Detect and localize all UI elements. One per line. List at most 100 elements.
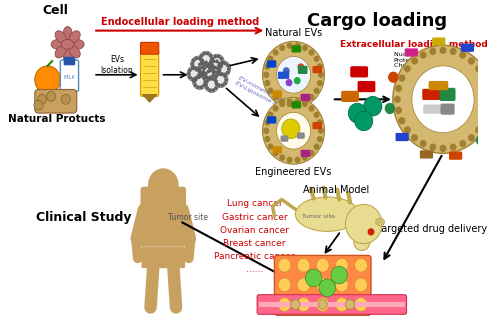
Circle shape xyxy=(194,84,196,86)
FancyBboxPatch shape xyxy=(278,72,288,78)
Circle shape xyxy=(224,75,226,77)
Polygon shape xyxy=(142,94,157,102)
Circle shape xyxy=(265,137,270,141)
Circle shape xyxy=(200,54,203,57)
Circle shape xyxy=(294,78,300,84)
Circle shape xyxy=(286,80,292,86)
Circle shape xyxy=(280,101,284,106)
Circle shape xyxy=(200,62,203,64)
FancyBboxPatch shape xyxy=(342,91,358,101)
Circle shape xyxy=(203,84,205,86)
Circle shape xyxy=(318,299,328,309)
Circle shape xyxy=(276,112,310,149)
Circle shape xyxy=(188,73,190,75)
Circle shape xyxy=(34,100,43,110)
Circle shape xyxy=(291,299,300,309)
Circle shape xyxy=(295,43,300,48)
Circle shape xyxy=(404,127,410,133)
Circle shape xyxy=(195,57,198,60)
Circle shape xyxy=(220,62,223,64)
Circle shape xyxy=(214,79,216,81)
FancyBboxPatch shape xyxy=(140,49,158,96)
Circle shape xyxy=(209,78,211,80)
Circle shape xyxy=(268,112,273,117)
Circle shape xyxy=(309,95,314,99)
Circle shape xyxy=(204,77,219,92)
Circle shape xyxy=(46,91,56,101)
Circle shape xyxy=(420,141,426,147)
Circle shape xyxy=(440,47,446,53)
Circle shape xyxy=(354,258,368,272)
Circle shape xyxy=(430,49,436,54)
Circle shape xyxy=(208,67,211,69)
FancyBboxPatch shape xyxy=(142,247,185,268)
Text: Natural Protucts: Natural Protucts xyxy=(8,114,106,124)
Circle shape xyxy=(62,94,70,104)
Circle shape xyxy=(204,80,206,83)
Ellipse shape xyxy=(63,48,72,62)
Circle shape xyxy=(482,118,487,124)
Circle shape xyxy=(197,75,199,77)
Circle shape xyxy=(213,58,221,66)
FancyBboxPatch shape xyxy=(292,102,300,108)
Circle shape xyxy=(204,52,206,55)
Ellipse shape xyxy=(61,40,74,49)
Circle shape xyxy=(198,57,200,60)
Text: Extracellular loading method: Extracellular loading method xyxy=(340,40,488,49)
Circle shape xyxy=(196,77,203,86)
Ellipse shape xyxy=(63,26,72,41)
Circle shape xyxy=(336,258,348,272)
Circle shape xyxy=(354,298,368,311)
Circle shape xyxy=(192,63,194,65)
Text: EV-mimetic method
EV-Liposome hybrid method: EV-mimetic method EV-Liposome hybrid met… xyxy=(234,76,318,127)
Circle shape xyxy=(288,99,292,104)
FancyBboxPatch shape xyxy=(302,94,310,100)
Circle shape xyxy=(298,64,304,70)
Circle shape xyxy=(192,78,194,80)
FancyBboxPatch shape xyxy=(351,67,368,77)
Circle shape xyxy=(262,97,324,164)
Circle shape xyxy=(211,62,219,71)
Circle shape xyxy=(210,62,212,64)
Circle shape xyxy=(216,71,218,74)
Circle shape xyxy=(187,66,202,82)
FancyBboxPatch shape xyxy=(430,82,448,90)
Circle shape xyxy=(265,80,270,86)
Circle shape xyxy=(208,80,216,89)
Text: Tumor site: Tumor site xyxy=(302,213,334,219)
Circle shape xyxy=(386,104,394,113)
Circle shape xyxy=(199,63,201,66)
Circle shape xyxy=(222,73,224,75)
Circle shape xyxy=(202,63,204,65)
Circle shape xyxy=(264,128,268,133)
Circle shape xyxy=(268,56,273,61)
Circle shape xyxy=(220,66,222,68)
FancyBboxPatch shape xyxy=(420,151,432,158)
Circle shape xyxy=(228,68,230,70)
FancyBboxPatch shape xyxy=(273,91,281,97)
Circle shape xyxy=(218,55,220,58)
Circle shape xyxy=(214,55,216,58)
Circle shape xyxy=(309,151,314,156)
Ellipse shape xyxy=(71,40,84,49)
Circle shape xyxy=(484,85,490,91)
Circle shape xyxy=(195,78,197,80)
Circle shape xyxy=(306,269,322,287)
Circle shape xyxy=(197,60,212,76)
Circle shape xyxy=(209,89,211,91)
Circle shape xyxy=(274,151,278,156)
Circle shape xyxy=(278,258,291,272)
Circle shape xyxy=(318,120,322,125)
Circle shape xyxy=(208,70,210,72)
Circle shape xyxy=(420,52,426,58)
Circle shape xyxy=(282,119,300,138)
Circle shape xyxy=(206,65,208,67)
Circle shape xyxy=(399,75,404,81)
Circle shape xyxy=(204,74,206,77)
Circle shape xyxy=(354,111,373,131)
FancyBboxPatch shape xyxy=(313,123,322,128)
Circle shape xyxy=(198,76,200,79)
Circle shape xyxy=(314,112,319,117)
FancyBboxPatch shape xyxy=(450,152,462,159)
Circle shape xyxy=(203,77,205,79)
